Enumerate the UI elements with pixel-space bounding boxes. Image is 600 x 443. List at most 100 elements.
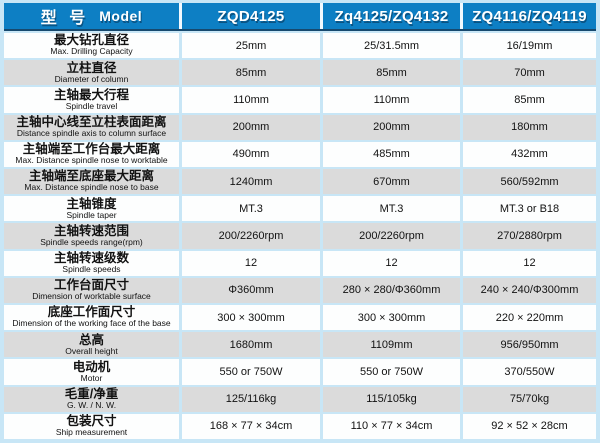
table-row: 主轴锥度 Spindle taper MT.3 MT.3 MT.3 or B18 (4, 196, 596, 222)
table-row: 工作台面尺寸 Dimension of worktable surface Φ360… (4, 277, 596, 304)
row-value-cell: 200/2260rpm (182, 223, 320, 249)
row-value-cell: 270/2880rpm (463, 223, 596, 249)
header-model-cell: 型 号 Model (4, 3, 179, 29)
row-value-cell: 1240mm (182, 169, 320, 195)
row-label-cell: 工作台面尺寸 Dimension of worktable surface (4, 277, 179, 304)
row-label-en: G. W. / N. W. (66, 399, 117, 410)
header-col-zq4125-zq4132: Zq4125/ZQ4132 (323, 3, 460, 29)
row-label-cn: 主轴最大行程 (53, 87, 129, 102)
row-value-cell: 550 or 750W (323, 359, 460, 385)
row-value-cell: 70mm (463, 60, 596, 86)
row-value-cell: 220 × 220mm (463, 305, 596, 331)
table-row: 主轴中心线至立柱表面距离 Distance spindle axis to col… (4, 114, 596, 140)
row-value-cell: 300 × 300mm (182, 305, 320, 331)
row-label-cn: 主轴端至工作台最大距离 (22, 142, 161, 157)
row-value-cell: 168 × 77 × 34cm (182, 413, 320, 440)
row-value-cell: 490mm (182, 141, 320, 168)
row-label-cn: 主轴转速范围 (53, 223, 129, 238)
row-label-en: Spindle speeds range(rpm) (40, 236, 143, 247)
row-value-cell: 670mm (323, 169, 460, 195)
row-value-cell: 280 × 280/Φ360mm (323, 277, 460, 304)
row-value-cell: 485mm (323, 141, 460, 168)
table-row: 包装尺寸 Ship measurement 168 × 77 × 34cm 110 ×… (4, 413, 596, 440)
row-label-cn: 主轴锥度 (66, 196, 117, 211)
row-label-en: Diameter of column (54, 73, 129, 84)
row-value-cell: 85mm (463, 87, 596, 113)
row-value-cell: 200mm (323, 114, 460, 140)
row-value-cell: 92 × 52 × 28cm (463, 413, 596, 440)
row-value-cell: 110mm (323, 87, 460, 113)
row-value-cell: 370/550W (463, 359, 596, 385)
row-value-cell: 25/31.5mm (323, 33, 460, 59)
row-value-cell: Φ360mm (182, 277, 320, 304)
row-label-cell: 总高 Overall height (4, 332, 179, 358)
row-label-en: Max. Drilling Capacity (50, 46, 133, 57)
row-value-cell: 560/592mm (463, 169, 596, 195)
row-value-cell: 956/950mm (463, 332, 596, 358)
table-row: 总高 Overall height 1680mm 1109mm 956/950mm (4, 332, 596, 358)
model-label-cn: 型 号 (40, 10, 90, 27)
row-value-cell: 16/19mm (463, 33, 596, 59)
spec-table-body: 最大钻孔直径 Max. Drilling Capacity 25mm 25/31.5m… (4, 31, 596, 440)
row-value-cell: 432mm (463, 141, 596, 168)
header-col-zq4116-zq4119: ZQ4116/ZQ4119 (463, 3, 596, 29)
row-label-cn: 主轴端至底座最大距离 (28, 169, 154, 184)
row-label-cell: 包装尺寸 Ship measurement (4, 413, 179, 440)
row-label-cn: 总高 (78, 332, 104, 347)
table-row: 立柱直径 Diameter of column 85mm 85mm 70mm (4, 60, 596, 86)
table-header-row: 型 号 Model ZQD4125 Zq4125/ZQ4132 ZQ4116/Z… (4, 3, 596, 31)
table-row: 毛重/净重 G. W. / N. W. 125/116kg 115/105kg 75/7… (4, 386, 596, 412)
table-row: 主轴最大行程 Spindle travel 110mm 110mm 85mm (4, 87, 596, 113)
model-label-en: Model (99, 8, 143, 24)
header-col-zqd4125: ZQD4125 (182, 3, 320, 29)
row-value-cell: 1680mm (182, 332, 320, 358)
row-label-cn: 毛重/净重 (64, 386, 119, 401)
row-label-en: Distance spindle axis to column surface (16, 127, 167, 138)
row-label-en: Overall height (65, 345, 118, 356)
table-row: 主轴转速级数 Spindle speeds 12 12 12 (4, 250, 596, 276)
table-row: 主轴转速范围 Spindle speeds range(rpm) 200/2260r… (4, 223, 596, 249)
row-label-cell: 主轴转速级数 Spindle speeds (4, 250, 179, 276)
row-value-cell: MT.3 or B18 (463, 196, 596, 222)
row-value-cell: 75/70kg (463, 386, 596, 412)
row-label-en: Max. Distance spindle nose to worktable (15, 155, 168, 166)
row-label-cell: 主轴转速范围 Spindle speeds range(rpm) (4, 223, 179, 249)
row-label-en: Spindle taper (66, 209, 117, 220)
row-value-cell: 180mm (463, 114, 596, 140)
row-value-cell: 110mm (182, 87, 320, 113)
table-row: 电动机 Motor 550 or 750W 550 or 750W 370/550W (4, 359, 596, 385)
row-value-cell: 12 (323, 250, 460, 276)
row-value-cell: 85mm (323, 60, 460, 86)
row-label-cn: 底座工作面尺寸 (47, 305, 136, 320)
row-label-cell: 主轴端至工作台最大距离 Max. Distance spindle nose to… (4, 141, 179, 168)
row-value-cell: MT.3 (182, 196, 320, 222)
row-value-cell: MT.3 (323, 196, 460, 222)
row-value-cell: 550 or 750W (182, 359, 320, 385)
row-label-cell: 底座工作面尺寸 Dimension of the working face of … (4, 305, 179, 331)
row-label-cn: 最大钻孔直径 (53, 33, 129, 48)
table-row: 最大钻孔直径 Max. Drilling Capacity 25mm 25/31.5m… (4, 33, 596, 59)
row-label-en: Spindle speeds (62, 263, 121, 274)
table-row: 主轴端至底座最大距离 Max. Distance spindle nose to … (4, 169, 596, 195)
row-value-cell: 200mm (182, 114, 320, 140)
row-label-cell: 最大钻孔直径 Max. Drilling Capacity (4, 33, 179, 59)
row-label-en: Dimension of the working face of the bas… (12, 318, 171, 329)
table-row: 主轴端至工作台最大距离 Max. Distance spindle nose to… (4, 141, 596, 168)
row-value-cell: 12 (182, 250, 320, 276)
row-label-cell: 主轴锥度 Spindle taper (4, 196, 179, 222)
row-value-cell: 115/105kg (323, 386, 460, 412)
row-value-cell: 12 (463, 250, 596, 276)
row-label-en: Spindle travel (65, 100, 118, 111)
row-label-cn: 立柱直径 (66, 60, 117, 75)
row-label-cell: 主轴最大行程 Spindle travel (4, 87, 179, 113)
row-label-cell: 毛重/净重 G. W. / N. W. (4, 386, 179, 412)
row-label-en: Ship measurement (55, 427, 128, 438)
row-value-cell: 125/116kg (182, 386, 320, 412)
row-label-en: Dimension of worktable surface (32, 291, 151, 302)
row-value-cell: 110 × 77 × 34cm (323, 413, 460, 440)
row-label-cn: 包装尺寸 (66, 414, 117, 429)
row-value-cell: 300 × 300mm (323, 305, 460, 331)
row-label-cn: 主轴转速级数 (53, 250, 129, 265)
row-value-cell: 85mm (182, 60, 320, 86)
